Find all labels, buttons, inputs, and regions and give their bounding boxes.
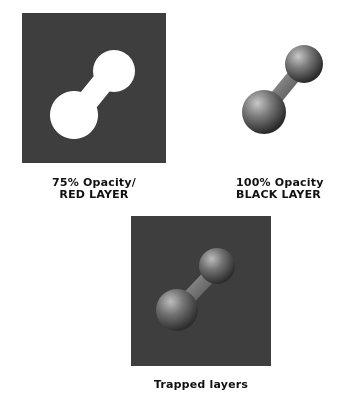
dumbbell-bottom-ball (156, 289, 198, 331)
trapped-layers-caption: Trapped layers (131, 379, 271, 391)
dumbbell-top-ball (93, 50, 135, 92)
black-layer-caption-line2: BLACK LAYER (236, 189, 344, 201)
dumbbell-shaded (242, 45, 323, 134)
dumbbell-top-ball (285, 45, 323, 83)
dumbbell-top-ball (199, 248, 235, 284)
red-layer-panel (22, 13, 166, 163)
trapped-layers-caption-text: Trapped layers (131, 379, 271, 391)
dumbbell-bottom-ball (50, 91, 98, 139)
black-layer-caption: 100% Opacity BLACK LAYER (236, 177, 344, 201)
trapped-layers-panel (131, 216, 271, 366)
dumbbell-bottom-ball (242, 90, 286, 134)
black-layer-panel (236, 30, 344, 160)
red-layer-caption: 75% Opacity/ RED LAYER (22, 177, 166, 201)
red-layer-caption-line2: RED LAYER (22, 189, 166, 201)
